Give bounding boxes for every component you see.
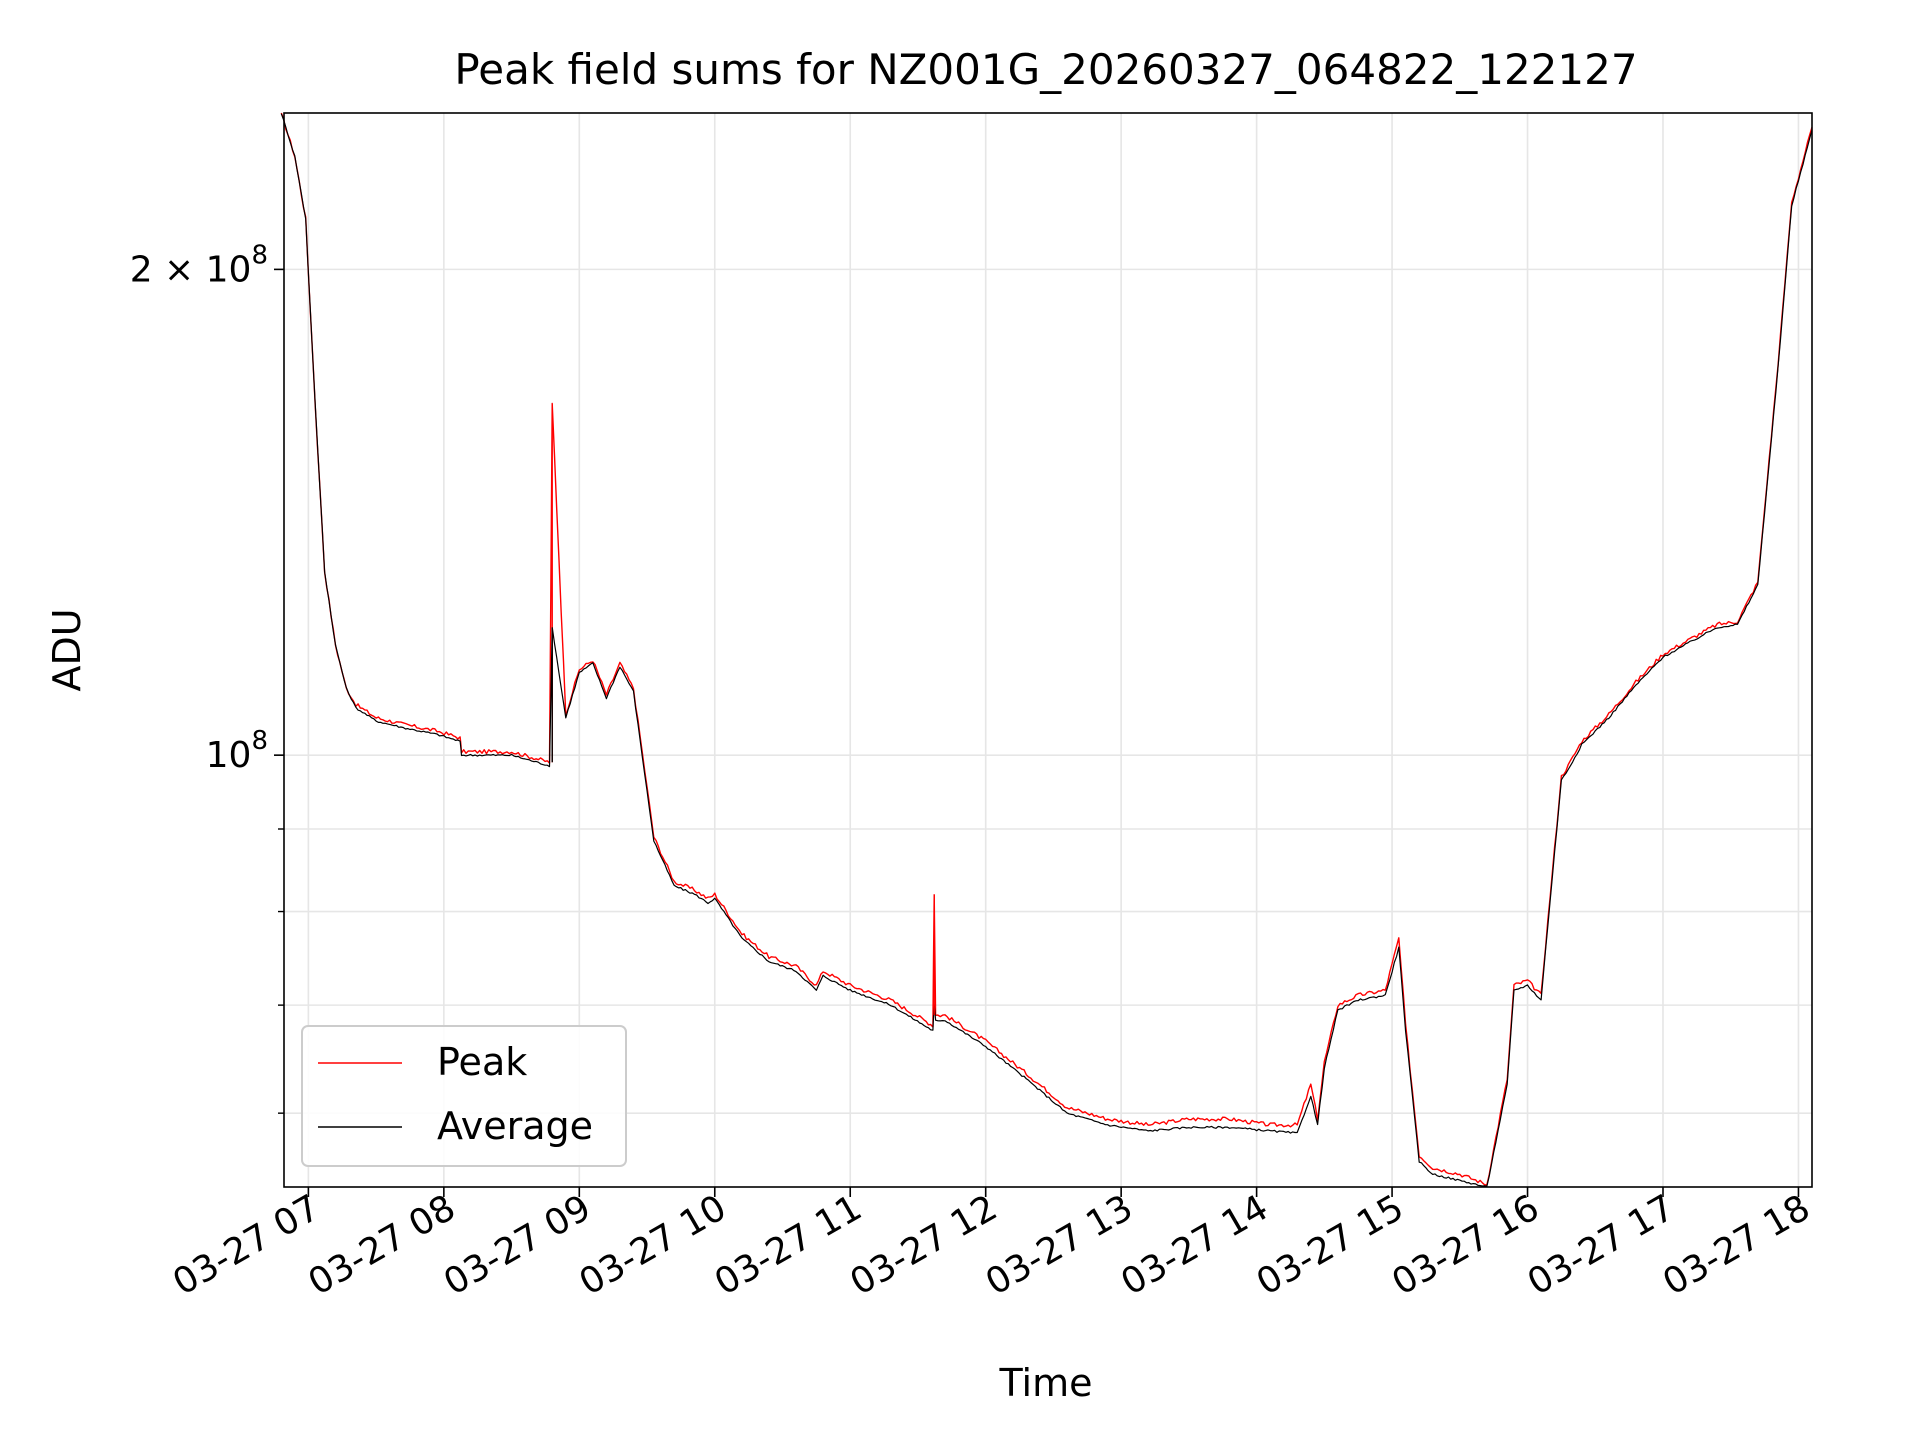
y-tick-label: 2 × 108 [130, 240, 268, 290]
y-tick-label: 108 [206, 726, 268, 776]
y-axis-label: ADU [45, 608, 89, 691]
series-layer [280, 112, 1813, 1187]
y-tick-exponent: 8 [251, 726, 268, 756]
legend-box [301, 1025, 627, 1167]
grid [284, 113, 1812, 1187]
legend-average-label: Average [437, 1104, 593, 1148]
series-line-average [280, 113, 1813, 1187]
chart-title: Peak field sums for NZ001G_20260327_0648… [454, 45, 1637, 94]
y-tick-base: 10 [206, 735, 252, 776]
y-tick-base: 2 × 10 [130, 249, 252, 290]
plot-frame [283, 112, 1813, 1188]
y-tick-exponent: 8 [251, 240, 268, 270]
legend: Peak Average [301, 1025, 627, 1167]
legend-peak-label: Peak [437, 1040, 527, 1084]
x-axis-label: Time [999, 1361, 1093, 1405]
